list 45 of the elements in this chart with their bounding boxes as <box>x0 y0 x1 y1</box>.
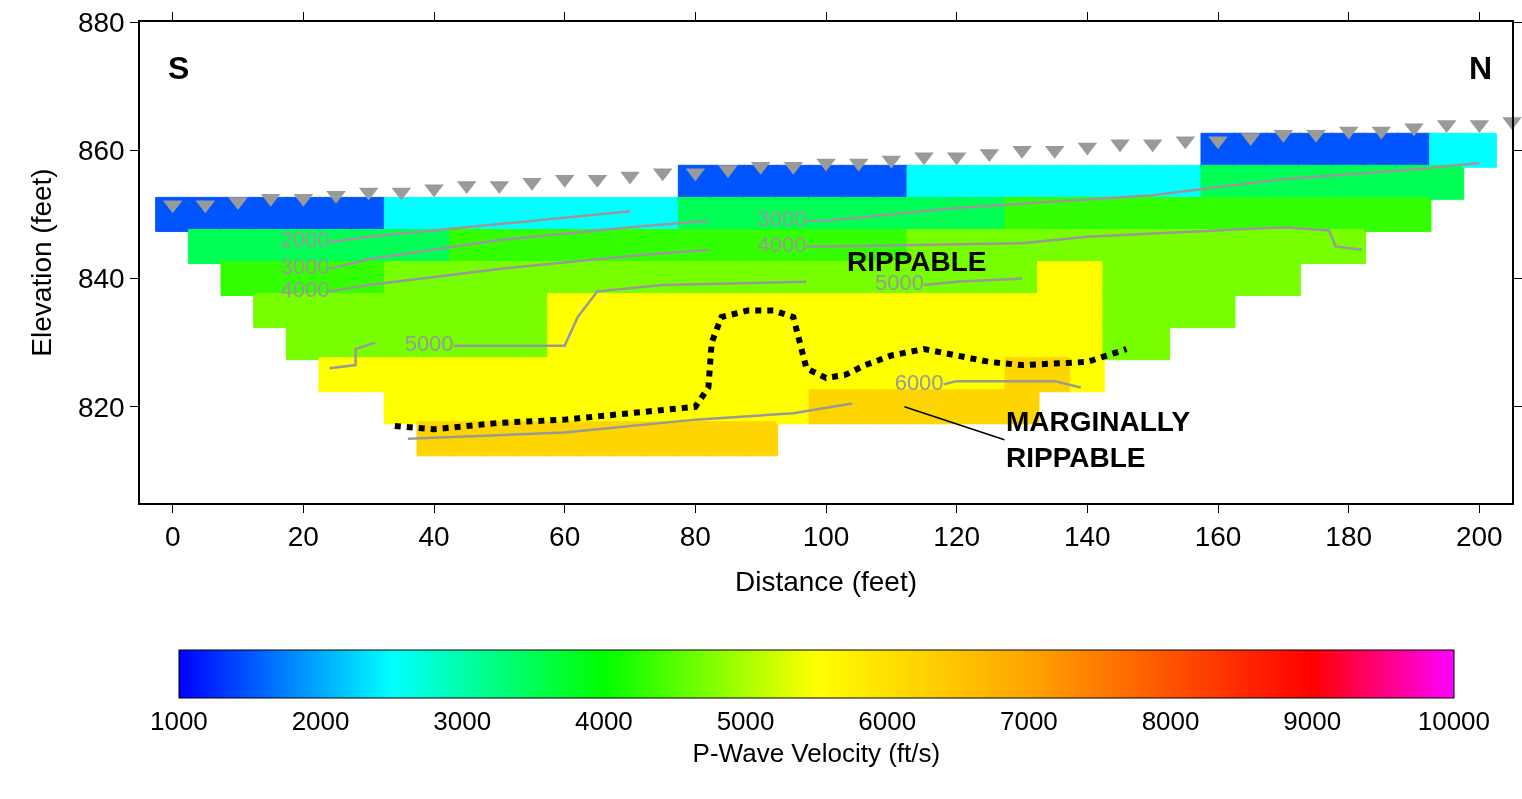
series-label: 5000 <box>875 270 924 296</box>
series-label: 5000 <box>404 331 454 357</box>
x-tick-label: 0 <box>164 521 181 553</box>
color-bar-label: 9000 <box>1283 706 1342 737</box>
x-tick-label: 100 <box>802 521 850 553</box>
color-bar-label: 10000 <box>1417 706 1491 737</box>
y-tick-label: 820 <box>77 391 125 423</box>
color-bar-label: 3000 <box>433 706 492 737</box>
x-tick-label: 80 <box>679 521 711 553</box>
x-tick-label: 180 <box>1325 521 1373 553</box>
point <box>326 190 346 204</box>
y-tick-label: 840 <box>77 263 125 295</box>
point <box>1404 123 1424 137</box>
point <box>620 171 640 185</box>
color-bar-label: 4000 <box>574 706 633 737</box>
series-label: 2000 <box>280 227 330 253</box>
y-axis-title: Elevation (feet) <box>26 168 58 357</box>
color-bar-label: 8000 <box>1141 706 1200 737</box>
color-bar-label: 6000 <box>858 706 917 737</box>
color-bar-title: P-Wave Velocity (ft/s) <box>692 738 941 769</box>
x-axis-title: Distance (feet) <box>734 565 918 597</box>
x-tick-label: 20 <box>287 521 319 553</box>
point <box>1306 129 1326 143</box>
x-tick-label: 60 <box>549 521 581 553</box>
annotation: S <box>168 50 190 86</box>
color-bar-label: 5000 <box>716 706 775 737</box>
point <box>816 158 836 172</box>
x-tick-label: 120 <box>933 521 981 553</box>
x-tick-label: 200 <box>1455 521 1503 553</box>
point <box>1110 139 1130 153</box>
series-label: 6000 <box>894 369 944 395</box>
point <box>424 184 444 198</box>
y-tick-label: 860 <box>77 135 125 167</box>
annotation: N <box>1469 50 1493 86</box>
x-tick-label: 160 <box>1194 521 1242 553</box>
point <box>914 152 934 166</box>
color-bar-label: 1000 <box>149 706 208 737</box>
color-bar-label: 2000 <box>291 706 350 737</box>
series-label: 4000 <box>757 231 807 257</box>
color-bar-label: 7000 <box>999 706 1058 737</box>
annotation: MARGINALLY RIPPABLE <box>1006 406 1191 474</box>
x-tick-label: 140 <box>1063 521 1111 553</box>
x-tick-label: 40 <box>418 521 450 553</box>
series-label: 3000 <box>757 206 807 232</box>
y-tick-label: 880 <box>77 6 125 38</box>
